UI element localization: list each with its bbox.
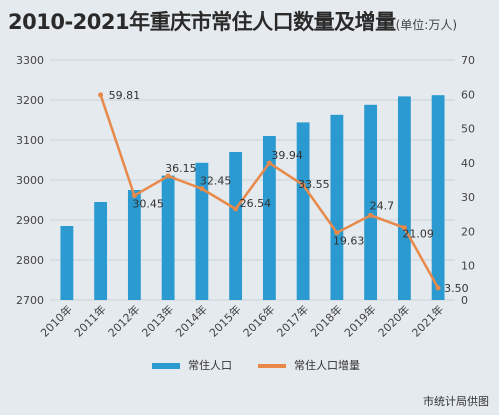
- line-point: [131, 193, 137, 199]
- bar-population: [364, 104, 378, 300]
- x-tick-label: 2012年: [105, 302, 142, 339]
- y-left-tick-label: 2900: [16, 214, 44, 227]
- chart-title: 2010-2021年重庆市常住人口数量及增量(单位:万人): [8, 6, 457, 36]
- x-tick-label: 2010年: [38, 302, 75, 339]
- line-point: [435, 285, 441, 291]
- line-data-label: 21.09: [402, 228, 434, 241]
- bar-population: [94, 202, 108, 300]
- bar-population: [60, 226, 74, 300]
- x-tick-label: 2011年: [71, 302, 108, 339]
- x-tick-label: 2018年: [308, 302, 345, 339]
- bar-population: [330, 114, 344, 300]
- line-data-label: 30.45: [132, 198, 164, 211]
- y-left-tick-label: 3100: [16, 134, 44, 147]
- bar-population: [195, 162, 209, 300]
- line-point: [368, 212, 374, 218]
- line-point: [334, 230, 340, 236]
- legend-swatch-bar: [152, 363, 180, 369]
- bar-population: [431, 95, 445, 300]
- y-right-tick-label: 20: [461, 225, 475, 238]
- line-point: [300, 182, 306, 188]
- y-left-tick-label: 3200: [16, 94, 44, 107]
- chart-unit: (单位:万人): [395, 18, 458, 32]
- y-right-tick-label: 30: [461, 191, 475, 204]
- y-right-tick-label: 0: [461, 294, 468, 307]
- line-data-label: 19.63: [333, 235, 365, 248]
- bar-population: [262, 136, 276, 300]
- line-point: [233, 206, 239, 212]
- legend-label-bar: 常住人口: [188, 358, 232, 372]
- line-data-label: 33.55: [298, 178, 330, 191]
- y-left-tick-label: 2800: [16, 254, 44, 267]
- y-right-tick-label: 70: [461, 54, 475, 67]
- line-point: [266, 160, 272, 166]
- x-tick-label: 2015年: [206, 302, 243, 339]
- bar-population: [127, 190, 141, 300]
- legend-label-line: 常住人口增量: [294, 358, 360, 372]
- y-left-tick-label: 3300: [16, 54, 44, 67]
- bar-population: [296, 122, 310, 301]
- line-point: [98, 92, 104, 98]
- line-data-label: 24.7: [370, 199, 395, 212]
- bar-population: [161, 175, 175, 300]
- y-right-tick-label: 50: [461, 123, 475, 136]
- y-right-tick-label: 60: [461, 88, 475, 101]
- source-note: 市统计局供图: [423, 395, 489, 408]
- bar-population: [397, 96, 411, 301]
- x-tick-label: 2019年: [341, 302, 378, 339]
- line-data-label: 32.45: [200, 175, 232, 188]
- line-data-label: 36.15: [165, 162, 197, 175]
- y-left-tick-label: 3000: [16, 174, 44, 187]
- x-tick-label: 2017年: [274, 302, 311, 339]
- x-tick-label: 2016年: [240, 302, 277, 339]
- line-data-label: 26.54: [240, 197, 272, 210]
- line-data-label: 59.81: [109, 89, 141, 102]
- x-tick-label: 2021年: [409, 302, 446, 339]
- x-tick-label: 2014年: [173, 302, 210, 339]
- y-left-tick-label: 2700: [16, 294, 44, 307]
- y-right-tick-label: 40: [461, 157, 475, 170]
- bar-population: [229, 152, 243, 300]
- y-right-tick-label: 10: [461, 260, 475, 273]
- x-tick-label: 2020年: [375, 302, 412, 339]
- line-data-label: 39.94: [271, 149, 303, 162]
- line-point: [401, 225, 407, 231]
- line-point: [199, 186, 205, 192]
- x-tick-label: 2013年: [139, 302, 176, 339]
- chart-title-text: 2010-2021年重庆市常住人口数量及增量: [8, 10, 396, 34]
- line-data-label: 3.50: [444, 282, 469, 295]
- line-point: [165, 173, 171, 179]
